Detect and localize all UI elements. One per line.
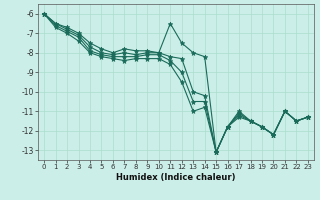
X-axis label: Humidex (Indice chaleur): Humidex (Indice chaleur)	[116, 173, 236, 182]
